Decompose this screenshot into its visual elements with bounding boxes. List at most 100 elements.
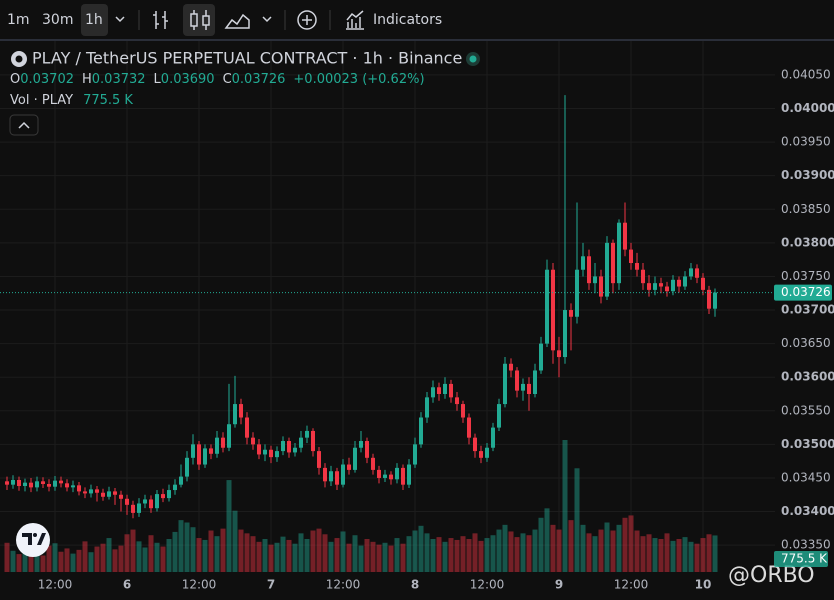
candle-body: [71, 485, 75, 488]
candle-body: [149, 499, 153, 509]
candle-body: [503, 363, 507, 405]
candle-body: [695, 268, 699, 278]
candle-body: [533, 370, 537, 394]
volume-bar: [484, 538, 490, 572]
candle-body: [359, 441, 363, 448]
interval-30m[interactable]: 30m: [42, 12, 73, 28]
symbol-logo-inner: [15, 55, 23, 63]
candle-body: [467, 417, 471, 438]
candle-body: [461, 404, 465, 418]
candles-icon[interactable]: [190, 13, 198, 27]
candle-body: [173, 484, 177, 491]
volume-bar: [526, 535, 532, 572]
x-tick-label: 12:00: [38, 578, 73, 592]
volume-bar: [406, 536, 412, 572]
bars-icon[interactable]: [153, 11, 168, 29]
volume-bar: [496, 529, 502, 572]
volume-bar: [148, 535, 154, 572]
candles-icon[interactable]: [202, 15, 210, 26]
logo-dot: [33, 533, 37, 537]
volume-bar: [346, 543, 352, 572]
volume-bar: [676, 539, 682, 572]
volume-bar: [538, 517, 544, 572]
candle-body: [527, 383, 531, 394]
ohlc-key: O: [10, 72, 20, 87]
volume-legend-value: 775.5 K: [83, 93, 133, 108]
volume-bar: [472, 533, 478, 572]
candle-body: [437, 387, 441, 394]
candle-body: [209, 448, 213, 454]
y-tick-label: 0.03600: [781, 370, 834, 384]
volume-bar: [100, 543, 106, 572]
volume-bar: [286, 539, 292, 572]
candle-body: [665, 286, 669, 292]
candle-body: [35, 481, 39, 488]
volume-bar: [370, 541, 376, 572]
area-icon[interactable]: [224, 13, 250, 29]
volume-bar: [478, 540, 484, 572]
volume-bar: [712, 535, 718, 572]
candle-body: [299, 437, 303, 448]
candle-body: [569, 310, 573, 317]
indicators-icon[interactable]: [346, 10, 364, 30]
candle-body: [431, 387, 435, 398]
volume-bar: [580, 524, 586, 572]
candle-body: [563, 310, 567, 358]
volume-bar: [574, 468, 580, 572]
volume-bar: [688, 541, 694, 572]
candle-body: [623, 222, 627, 250]
volume-bar: [184, 522, 190, 572]
volume-bar: [52, 543, 58, 572]
volume-bar: [40, 555, 46, 572]
x-tick-label: 12:00: [182, 578, 217, 592]
candle-body: [65, 483, 69, 488]
compare-icon[interactable]: [297, 10, 317, 30]
candle-body: [593, 276, 597, 284]
candle-body: [641, 269, 645, 284]
candle-body: [47, 484, 51, 487]
candle-body: [557, 350, 561, 358]
candle-body: [611, 242, 615, 284]
y-tick-label: 0.03800: [781, 235, 834, 249]
volume-bar: [634, 530, 640, 572]
candle-body: [659, 283, 663, 287]
candle-body: [119, 494, 123, 499]
candle-body: [515, 370, 519, 391]
market-status[interactable]: [469, 55, 477, 63]
volume-bar: [220, 528, 226, 572]
volume-bar: [76, 549, 82, 572]
ohlc-key: H: [82, 72, 92, 87]
current-volume-badge: [774, 551, 828, 567]
volume-bar: [94, 546, 100, 572]
interval-1h[interactable]: 1h: [85, 12, 103, 28]
volume-bar: [418, 525, 424, 572]
candle-body: [581, 256, 585, 270]
candle-body: [59, 480, 63, 484]
candle-body: [233, 404, 237, 425]
y-tick-label: 0.04050: [781, 67, 831, 81]
candle-body: [671, 279, 675, 292]
indicators-button[interactable]: Indicators: [373, 12, 442, 28]
separator-dot: ·: [29, 93, 41, 108]
volume-bar: [670, 540, 676, 572]
interval-selected-bg: [81, 4, 108, 36]
candle-body: [245, 417, 249, 438]
candle-body: [11, 479, 15, 485]
candle-body: [203, 448, 207, 465]
interval-chevron[interactable]: [115, 16, 125, 23]
candle-body: [485, 447, 489, 458]
collapse-legend[interactable]: [9, 114, 39, 136]
volume-bar: [400, 543, 406, 572]
candle-body: [107, 491, 111, 497]
chart-type-chevron[interactable]: [262, 16, 272, 23]
interval-1m[interactable]: 1m: [7, 12, 30, 28]
y-tick-label: 0.03850: [781, 202, 831, 216]
candle-body: [365, 441, 369, 458]
volume-bar: [376, 544, 382, 572]
volume-bar: [232, 510, 238, 572]
candle-body: [83, 491, 87, 494]
volume-bar: [238, 529, 244, 572]
volume-bar: [274, 542, 280, 572]
